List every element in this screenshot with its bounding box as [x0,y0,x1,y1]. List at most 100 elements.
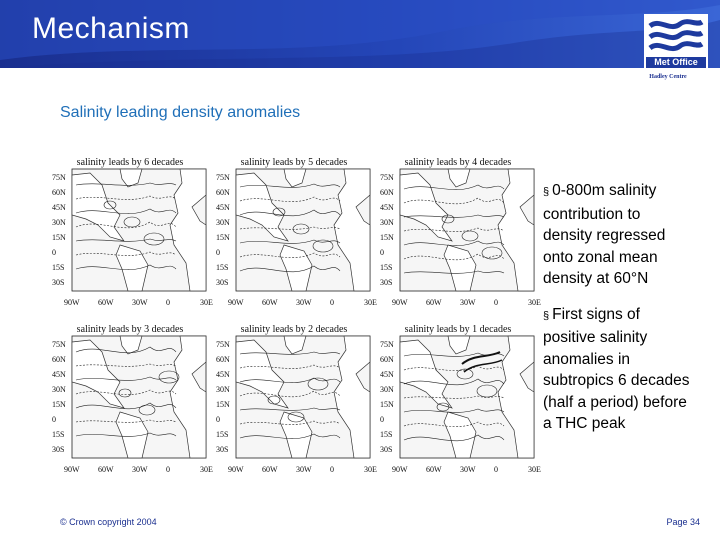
longitude-label: 90W [228,465,244,474]
latitude-label: 15S [380,430,393,439]
longitude-label: 0 [494,465,498,474]
latitude-label: 15N [52,400,66,409]
latitude-label: 30N [216,218,230,227]
bullet-text: First signs of positive salinity anomali… [543,305,690,433]
latitude-label: 30S [216,278,229,287]
longitude-label: 60W [262,465,278,474]
latitude-label: 75N [216,173,230,182]
longitude-label: 60W [262,298,278,307]
latitude-label: 60N [216,355,230,364]
longitude-label: 60W [426,298,442,307]
latitude-label: 0 [52,415,56,424]
bullet-symbol: § [543,186,550,198]
longitude-label: 0 [166,298,170,307]
page-title: Mechanism [32,12,190,45]
latitude-label: 30S [52,445,65,454]
map-title: salinity leads by 6 decades [76,157,184,168]
contour-map [71,168,207,292]
latitude-label: 60N [380,188,394,197]
map-panel: salinity leads by 1 decades 75N 60N 45N 30N 1… [378,322,541,474]
map-panel: salinity leads by 4 decades 75N 60N 45N 30N 1… [378,155,541,307]
latitude-label: 30N [52,385,66,394]
latitude-label: 60N [380,355,394,364]
longitude-label: 30W [132,298,148,307]
longitude-label: 0 [330,465,334,474]
longitude-label: 90W [392,465,408,474]
latitude-label: 60N [52,355,66,364]
latitude-label: 30S [52,278,65,287]
latitude-label: 60N [216,188,230,197]
latitude-label: 0 [52,248,56,257]
map-grid: salinity leads by 6 decades 75N 60N 45N 30N 1… [50,150,541,480]
latitude-label: 15S [380,263,393,272]
latitude-label: 30S [380,445,393,454]
latitude-label: 15N [52,233,66,242]
longitude-label: 30W [460,465,476,474]
latitude-label: 15N [216,233,230,242]
latitude-label: 45N [380,370,394,379]
latitude-label: 15N [380,400,394,409]
map-title: salinity leads by 1 decades [404,324,512,335]
longitude-label: 0 [330,298,334,307]
latitude-label: 75N [52,173,66,182]
longitude-label: 30E [364,465,377,474]
page-number: Page 34 [666,517,700,527]
latitude-label: 15S [52,263,65,272]
latitude-label: 15N [216,400,230,409]
map-panel: salinity leads by 6 decades 75N 60N 45N 30N 1… [50,155,213,307]
copyright-text: © Crown copyright 2004 [60,517,157,527]
latitude-label: 75N [216,340,230,349]
latitude-label: 15S [52,430,65,439]
latitude-label: 30S [380,278,393,287]
bullet-item-1: § 0-800m salinity contribution to density… [543,180,693,290]
longitude-label: 90W [64,465,80,474]
longitude-label: 30E [364,298,377,307]
latitude-label: 45N [52,370,66,379]
longitude-label: 0 [494,298,498,307]
map-panel: salinity leads by 3 decades 75N 60N 45N 30N 1… [50,322,213,474]
bullet-text: 0-800m salinity contribution to density … [543,182,666,287]
latitude-label: 0 [216,248,220,257]
latitude-label: 0 [380,415,384,424]
latitude-label: 30N [380,385,394,394]
met-office-logo: Met Office [644,14,708,72]
map-title: salinity leads by 3 decades [76,324,184,335]
map-title: salinity leads by 4 decades [404,157,512,168]
latitude-label: 15S [216,263,229,272]
longitude-label: 90W [392,298,408,307]
longitude-label: 60W [98,298,114,307]
latitude-label: 75N [52,340,66,349]
bullet-item-2: § First signs of positive salinity anomal… [543,304,693,435]
latitude-label: 45N [380,203,394,212]
latitude-label: 30N [380,218,394,227]
longitude-label: 60W [98,465,114,474]
contour-map [399,335,535,459]
longitude-label: 30E [200,465,213,474]
slide-subtitle: Salinity leading density anomalies [60,104,301,121]
longitude-label: 30E [528,298,541,307]
contour-map [399,168,535,292]
longitude-label: 60W [426,465,442,474]
bullet-symbol: § [543,309,550,322]
latitude-label: 60N [52,188,66,197]
longitude-label: 30E [200,298,213,307]
longitude-label: 30W [460,298,476,307]
latitude-label: 30S [216,445,229,454]
wave-logo-icon [646,16,706,58]
longitude-label: 30W [132,465,148,474]
latitude-label: 45N [52,203,66,212]
map-panel: salinity leads by 2 decades 75N 60N 45N 30N 1… [214,322,377,474]
longitude-label: 30W [296,298,312,307]
latitude-label: 30N [216,385,230,394]
latitude-label: 0 [216,415,220,424]
latitude-label: 75N [380,340,394,349]
latitude-label: 0 [380,248,384,257]
longitude-label: 0 [166,465,170,474]
bullet-list: § 0-800m salinity contribution to density… [543,180,693,449]
contour-map [235,168,371,292]
longitude-label: 30E [528,465,541,474]
latitude-label: 45N [216,203,230,212]
contour-map [235,335,371,459]
latitude-label: 30N [52,218,66,227]
map-title: salinity leads by 2 decades [240,324,348,335]
